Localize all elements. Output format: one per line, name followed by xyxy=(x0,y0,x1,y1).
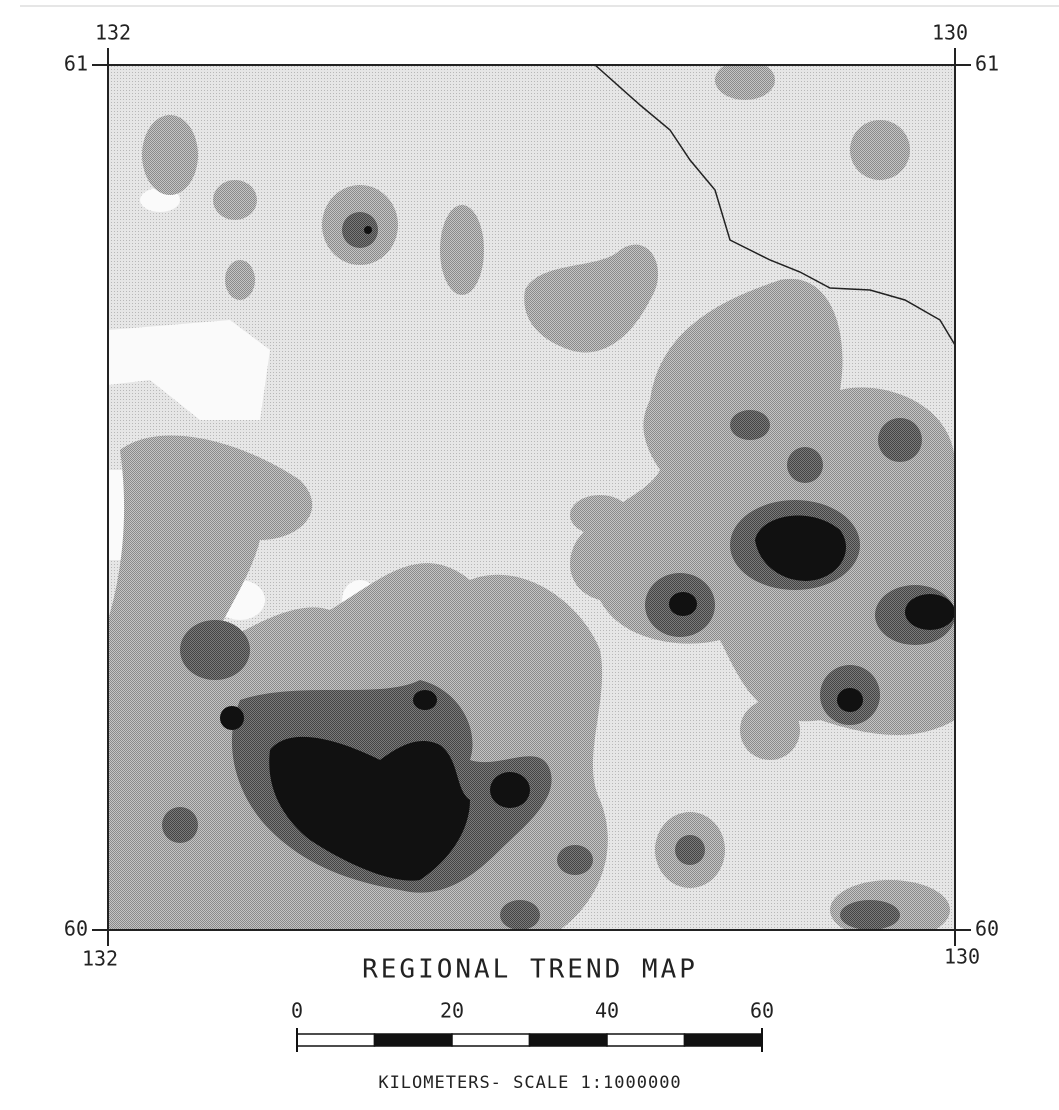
scale-segment xyxy=(528,1033,608,1047)
scale-segment xyxy=(373,1033,453,1047)
scale-tick-label: 40 xyxy=(595,999,619,1023)
scale-segment xyxy=(606,1033,686,1047)
trend-surface xyxy=(108,65,955,930)
scale-segment xyxy=(451,1033,531,1047)
corner-lon: 130 xyxy=(944,945,980,969)
scale-tick-label: 0 xyxy=(291,999,303,1023)
scale-caption: KILOMETERS- SCALE 1:1000000 xyxy=(378,1073,681,1093)
corner-lon: 130 xyxy=(932,21,968,45)
corner-ticks xyxy=(92,48,971,946)
scale-bar: 0 20 40 60 xyxy=(291,999,774,1052)
map-frame xyxy=(107,64,956,931)
corner-lat: 60 xyxy=(64,917,88,941)
corner-lat: 60 xyxy=(975,917,999,941)
corner-lat: 61 xyxy=(64,52,88,76)
corner-lon: 132 xyxy=(82,947,118,971)
scale-segment xyxy=(296,1033,376,1047)
map-title: REGIONAL TREND MAP xyxy=(362,955,698,985)
scale-tick-label: 60 xyxy=(750,999,774,1023)
scale-tick-label: 20 xyxy=(440,999,464,1023)
scale-segment xyxy=(683,1033,763,1047)
corner-lon: 132 xyxy=(95,21,131,45)
corner-lat: 61 xyxy=(975,52,999,76)
